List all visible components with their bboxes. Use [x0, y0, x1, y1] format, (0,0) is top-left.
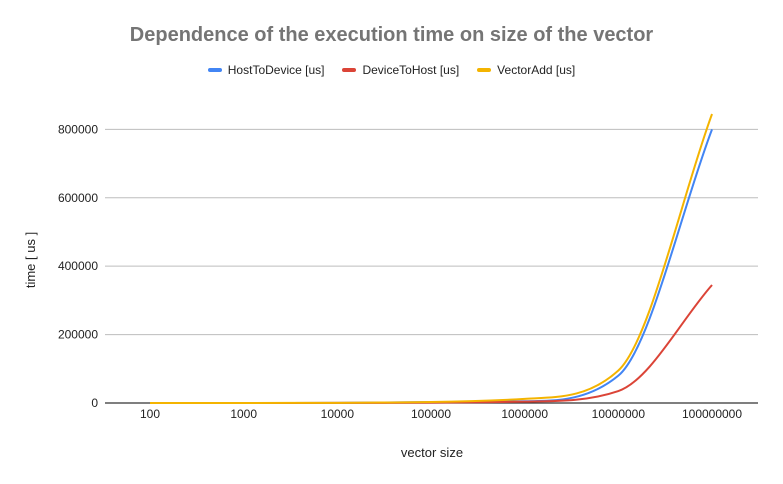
x-tick-labels: 100 1000 10000 100000 1000000 10000000 1000000…	[140, 407, 742, 421]
x-tick-label: 10000	[321, 407, 355, 421]
legend-item-hosttodevice: HostToDevice [us]	[207, 63, 325, 77]
y-tick-label: 400000	[58, 259, 98, 273]
chart-title: Dependence of the execution time on size…	[129, 24, 654, 46]
x-axis-label: vector size	[401, 445, 463, 460]
y-tick-labels: 0 200000 400000 600000 800000	[58, 122, 98, 410]
legend-label-devicetohost: DeviceToHost [us]	[362, 63, 460, 77]
x-tick-label: 100000	[411, 407, 451, 421]
x-tick-label: 10000000	[592, 407, 646, 421]
y-axis-label: time [ us ]	[23, 232, 38, 288]
x-tick-label: 1000	[230, 407, 257, 421]
legend-item-vectoradd: VectorAdd [us]	[477, 63, 575, 77]
x-tick-label: 100000000	[682, 407, 742, 421]
series-line-devicetohost	[149, 284, 713, 404]
gridlines	[105, 128, 758, 404]
x-tick-label: 100	[140, 407, 160, 421]
legend-label-vectoradd: VectorAdd [us]	[497, 63, 576, 77]
y-tick-label: 600000	[58, 191, 98, 205]
series-line-vectoradd	[149, 113, 713, 404]
legend-swatch-vectoradd	[477, 68, 492, 72]
legend: HostToDevice [us] DeviceToHost [us] Vect…	[0, 63, 783, 77]
y-tick-label: 200000	[58, 328, 98, 342]
legend-swatch-devicetohost	[342, 68, 357, 72]
legend-item-devicetohost: DeviceToHost [us]	[342, 63, 459, 77]
y-tick-label: 800000	[58, 122, 98, 136]
y-tick-label: 0	[91, 396, 98, 410]
x-tick-label: 1000000	[501, 407, 548, 421]
series-lines	[149, 113, 713, 404]
legend-label-hosttodevice: HostToDevice [us]	[227, 63, 325, 77]
legend-swatch-hosttodevice	[207, 68, 222, 72]
